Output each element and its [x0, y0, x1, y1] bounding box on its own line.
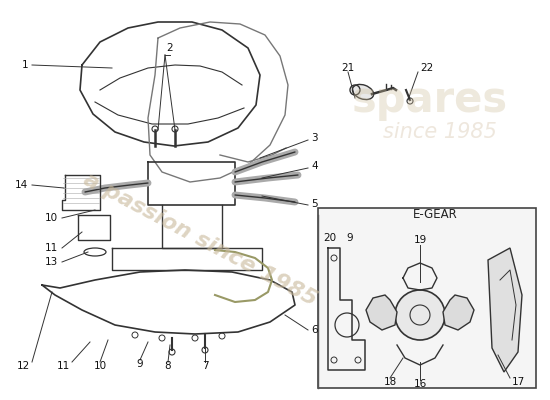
Text: 6: 6	[311, 325, 318, 335]
Text: 21: 21	[342, 63, 355, 73]
Text: 7: 7	[202, 361, 208, 371]
Text: spares: spares	[352, 79, 508, 121]
Ellipse shape	[353, 84, 373, 100]
Text: 10: 10	[45, 213, 58, 223]
Text: 16: 16	[414, 379, 427, 389]
Text: 8: 8	[164, 361, 171, 371]
Text: 5: 5	[311, 199, 318, 209]
Text: 14: 14	[15, 180, 28, 190]
Text: 10: 10	[94, 361, 107, 371]
FancyBboxPatch shape	[318, 208, 536, 388]
Text: 9: 9	[346, 233, 353, 243]
Text: 4: 4	[311, 161, 318, 171]
Polygon shape	[488, 248, 522, 372]
Circle shape	[395, 290, 445, 340]
Polygon shape	[443, 295, 474, 330]
Text: E-GEAR: E-GEAR	[412, 208, 458, 222]
Text: 11: 11	[57, 361, 70, 371]
Text: 2: 2	[167, 43, 173, 53]
Polygon shape	[366, 295, 397, 330]
Text: 9: 9	[137, 359, 144, 369]
Text: since 1985: since 1985	[383, 122, 497, 142]
Text: 17: 17	[512, 377, 525, 387]
Circle shape	[152, 126, 158, 132]
Text: 12: 12	[16, 361, 30, 371]
Circle shape	[172, 126, 178, 132]
Text: 22: 22	[420, 63, 433, 73]
Text: 1: 1	[21, 60, 28, 70]
Text: 18: 18	[383, 377, 397, 387]
Text: 11: 11	[45, 243, 58, 253]
Text: 3: 3	[311, 133, 318, 143]
Text: 20: 20	[323, 233, 337, 243]
Text: 13: 13	[45, 257, 58, 267]
Text: a passion since 1985: a passion since 1985	[80, 170, 320, 310]
Text: 19: 19	[414, 235, 427, 245]
